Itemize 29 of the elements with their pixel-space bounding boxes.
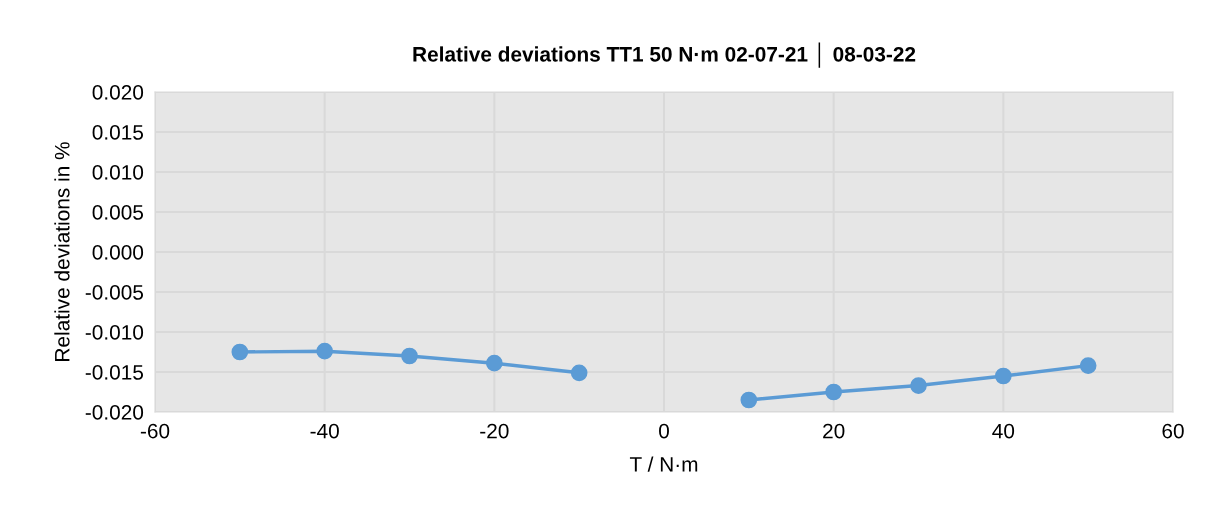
y-tick-label: 0.015 [92, 125, 144, 140]
point [994, 367, 1012, 385]
y-tick-label: -0.020 [85, 405, 144, 420]
x-axis-title: T / N·m [629, 456, 698, 472]
chart-title: Relative deviations TT1 50 N·m 02-07-21 │ 08-03-22 [413, 42, 916, 68]
y-tick-label: -0.005 [85, 285, 144, 300]
point [231, 343, 249, 361]
point [910, 377, 927, 394]
x-tick-label: -20 [480, 423, 509, 439]
point [485, 354, 503, 372]
x-tick-label: 0 [659, 423, 669, 439]
y-axis-title: Relative deviations in % [54, 142, 70, 361]
x-tick-label: -40 [310, 423, 339, 439]
point [401, 347, 418, 365]
x-tick-label: 20 [823, 423, 845, 439]
y-tick-label: 0.000 [92, 245, 144, 260]
point [316, 342, 334, 360]
y-tick-label: -0.015 [85, 365, 144, 380]
y-tick-label: 0.010 [92, 165, 144, 180]
y-tick-label: 0.020 [92, 85, 144, 100]
y-tick-label: -0.010 [85, 325, 144, 340]
y-tick-label: 0.005 [92, 205, 144, 220]
point [825, 383, 843, 401]
point [1079, 357, 1097, 374]
point [570, 364, 588, 382]
x-tick-label: -60 [140, 423, 170, 439]
point [740, 391, 758, 409]
x-tick-label: 60 [1162, 423, 1184, 439]
x-tick-label: 40 [992, 423, 1015, 439]
